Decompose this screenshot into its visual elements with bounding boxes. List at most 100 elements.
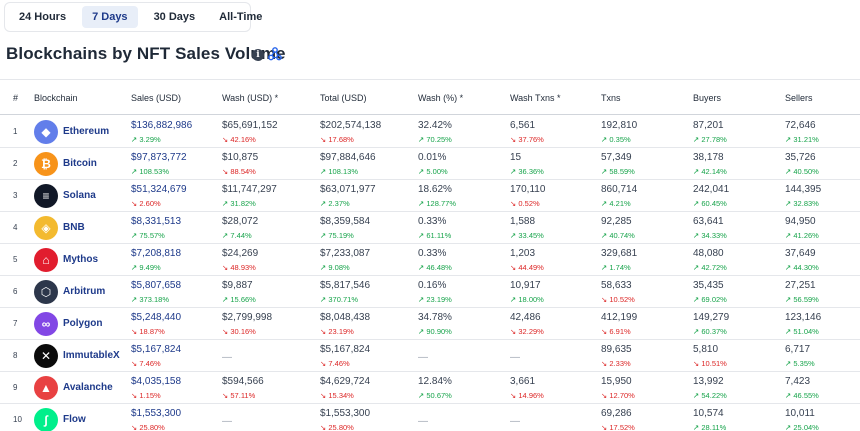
total-value: $63,071,977 [320,184,376,195]
column-header-wash-pct[interactable]: Wash (%) * [418,93,464,103]
table-row[interactable]: 4 ◈ BNB $8,331,513 ↗ 75.57% $28,072 ↗ 7.44% $8,… [0,212,860,244]
sales-value[interactable]: $5,248,440 [131,312,182,323]
blockchain-name-link[interactable]: ImmutableX [63,350,120,361]
wash-usd-value: — [222,416,232,427]
tab-30-days[interactable]: 30 Days [153,11,196,23]
trend-down-icon: ↘ [131,423,138,431]
tab-24-hours[interactable]: 24 Hours [19,11,67,23]
column-header-txns[interactable]: Txns [601,93,621,103]
table-row[interactable]: 2 ₿ Bitcoin $97,873,772 ↗ 108.53% $10,875 ↘ 88… [0,148,860,180]
change-percent: 37.76% [518,135,544,144]
blockchain-name-link[interactable]: Flow [63,414,86,425]
column-header-buyers[interactable]: Buyers [693,93,722,103]
trend-down-icon: ↘ [131,327,138,336]
buyers-change: ↗ 42.72% [693,262,727,273]
change-percent: 41.26% [793,231,819,240]
trend-down-icon: ↘ [601,327,608,336]
sales-change: ↗ 108.53% [131,166,187,177]
blockchain-name-link[interactable]: Solana [63,190,96,201]
tab-all-time[interactable]: All-Time [219,11,263,23]
change-percent: 2.60% [139,199,161,208]
ethereum-logo-icon: ◆ [34,120,58,144]
table-row[interactable]: 5 ⌂ Mythos $7,208,818 ↗ 9.49% $24,269 ↘ 48.93%… [0,244,860,276]
change-percent: 31.82% [230,199,256,208]
change-percent: 7.46% [139,359,161,368]
tab-7-days[interactable]: 7 Days [82,6,138,28]
blockchain-name-link[interactable]: Ethereum [63,126,110,137]
buyers-cell: 13,992 ↗ 54.22% [693,375,727,401]
column-header-wash-usd[interactable]: Wash (USD) * [222,93,279,103]
wash-usd-value: $594,566 [222,376,264,387]
wash-usd-cell: — [222,407,232,427]
network-icon[interactable] [268,47,282,61]
sales-value[interactable]: $5,807,658 [131,280,182,291]
blockchain-name-link[interactable]: Avalanche [63,382,113,393]
change-percent: 70.25% [426,135,452,144]
trend-up-icon: ↗ [320,199,327,208]
wash-pct-cell: 18.62% ↗ 128.77% [418,183,456,209]
buyers-change: ↗ 60.45% [693,198,729,209]
blockchain-name-link[interactable]: Polygon [63,318,103,329]
table-row[interactable]: 10 ∫ Flow $1,553,300 ↘ 25.80% — $1,553,300 ↘ 25… [0,404,860,431]
table-row[interactable]: 1 ◆ Ethereum $136,882,986 ↗ 3.29% $65,691,152… [0,116,860,148]
sales-value[interactable]: $51,324,679 [131,184,187,195]
column-header-sales[interactable]: Sales (USD) [131,93,182,103]
wash-txns-change: ↗ 18.00% [510,294,544,305]
trend-up-icon: ↗ [693,263,700,272]
rank-number: 7 [13,319,18,328]
info-icon[interactable]: i [252,49,264,61]
sellers-change: ↗ 40.50% [785,166,819,177]
total-change: ↗ 9.08% [320,262,370,273]
column-header-rank[interactable]: # [13,93,19,103]
total-cell: $7,233,087 ↗ 9.08% [320,247,370,273]
change-percent: 7.44% [230,231,252,240]
change-percent: 88.54% [230,167,256,176]
txns-change: ↘ 2.33% [601,358,632,369]
sales-value[interactable]: $5,167,824 [131,344,182,355]
sales-value[interactable]: $97,873,772 [131,152,187,163]
buyers-value: 87,201 [693,120,724,131]
table-row[interactable]: 9 ▲ Avalanche $4,035,158 ↘ 1.15% $594,566 ↘ 57… [0,372,860,404]
column-header-blockchain[interactable]: Blockchain [34,93,78,103]
blockchain-name-link[interactable]: Bitcoin [63,158,97,169]
column-header-sellers[interactable]: Sellers [785,93,813,103]
table-row[interactable]: 6 ⬡ Arbitrum $5,807,658 ↗ 373.18% $9,887 ↗ 15.… [0,276,860,308]
change-percent: 18.00% [518,295,544,304]
sales-value[interactable]: $7,208,818 [131,248,182,259]
change-percent: 56.59% [793,295,819,304]
arbitrum-logo-icon: ⬡ [34,280,58,304]
sales-value[interactable]: $1,553,300 [131,408,182,419]
table-row[interactable]: 8 ✕ ImmutableX $5,167,824 ↘ 7.46% — $5,167,824… [0,340,860,372]
wash-usd-cell: $2,799,998 ↘ 30.16% [222,311,272,337]
blockchain-name-link[interactable]: Arbitrum [63,286,106,297]
total-cell: $5,817,546 ↗ 370.71% [320,279,370,305]
wash-txns-cell: 6,561 ↘ 37.76% [510,119,544,145]
wash-pct-change: ↗ 50.67% [418,390,452,401]
column-header-total[interactable]: Total (USD) [320,93,367,103]
total-cell: $4,629,724 ↘ 15.34% [320,375,370,401]
txns-value: 329,681 [601,248,638,259]
wash-pct-value: 34.78% [418,312,452,323]
table-row[interactable]: 7 ∞ Polygon $5,248,440 ↘ 18.87% $2,799,998 ↘ 3… [0,308,860,340]
blockchain-name-link[interactable]: Mythos [63,254,98,265]
blockchain-name-link[interactable]: BNB [63,222,85,233]
txns-change: ↘ 12.70% [601,390,635,401]
change-percent: 15.66% [230,295,256,304]
trend-down-icon: ↘ [510,135,517,144]
table-row[interactable]: 3 ≡ Solana $51,324,679 ↘ 2.60% $11,747,297 ↗ 3… [0,180,860,212]
total-cell: $1,553,300 ↘ 25.80% [320,407,370,431]
wash-txns-cell: 1,203 ↘ 44.49% [510,247,544,273]
wash-pct-value: 0.33% [418,248,447,259]
sales-value[interactable]: $136,882,986 [131,120,193,131]
sales-value[interactable]: $8,331,513 [131,216,182,227]
trend-up-icon: ↗ [693,295,700,304]
trend-up-icon: ↗ [418,263,425,272]
rank-number: 6 [13,287,18,296]
wash-txns-change: ↘ 0.52% [510,198,545,209]
sales-value[interactable]: $4,035,158 [131,376,182,387]
column-header-wash-txns[interactable]: Wash Txns * [510,93,561,103]
sellers-change: ↗ 41.26% [785,230,819,241]
wash-txns-cell: — [510,407,520,427]
sales-cell: $4,035,158 ↘ 1.15% [131,375,181,401]
txns-value: 58,633 [601,280,632,291]
